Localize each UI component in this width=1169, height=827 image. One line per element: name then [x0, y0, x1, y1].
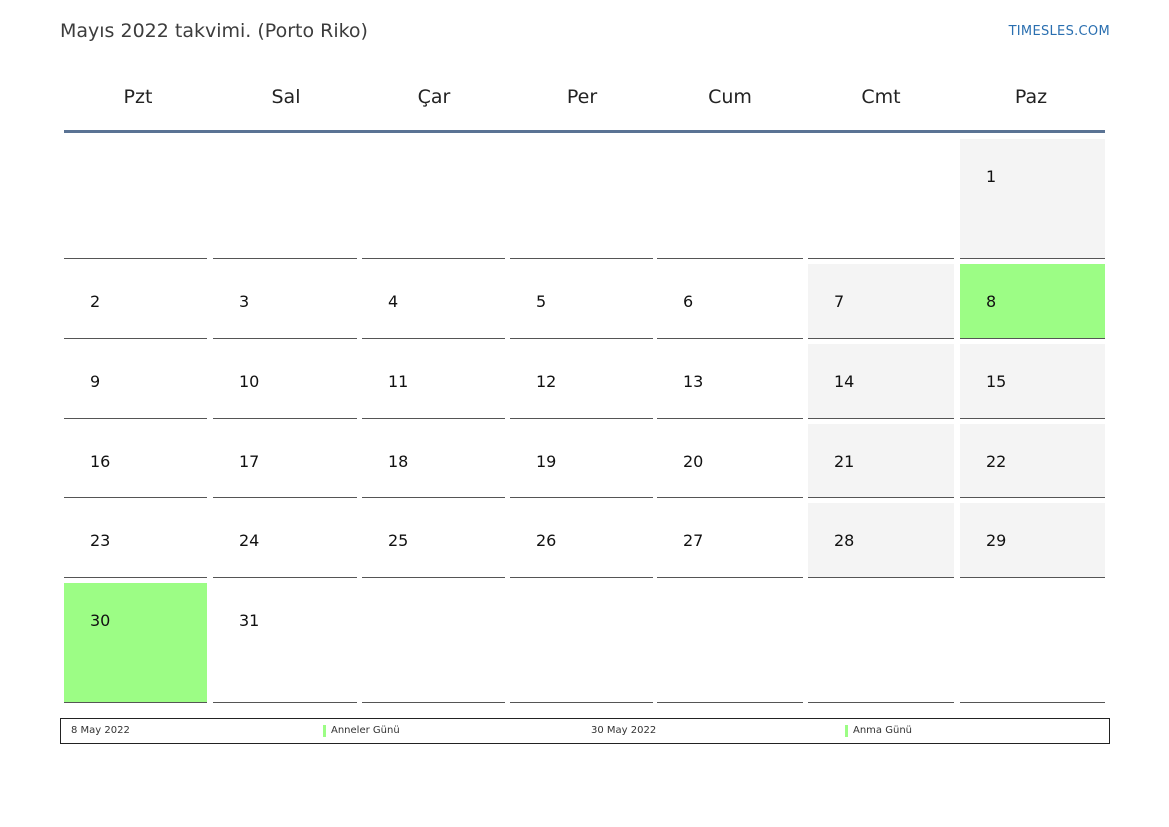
legend-color-marker — [323, 725, 326, 737]
day-number: 29 — [986, 531, 1007, 550]
day-cell[interactable]: 26 — [510, 503, 653, 578]
empty-cell — [808, 583, 954, 703]
empty-cell — [960, 583, 1105, 703]
day-cell[interactable]: 27 — [657, 503, 803, 578]
day-cell[interactable]: 5 — [510, 264, 653, 339]
day-number: 18 — [388, 452, 409, 471]
day-cell[interactable]: 3 — [213, 264, 357, 339]
empty-cell — [362, 583, 505, 703]
day-cell[interactable]: 28 — [808, 503, 954, 578]
weekday-tue: Sal — [271, 86, 301, 108]
empty-cell — [362, 139, 505, 259]
day-number: 31 — [239, 611, 260, 630]
day-cell[interactable]: 11 — [362, 344, 505, 419]
legend-date-2: 30 May 2022 — [591, 725, 657, 736]
empty-cell — [64, 139, 207, 259]
day-cell[interactable]: 22 — [960, 424, 1105, 498]
day-number: 11 — [388, 372, 409, 391]
day-cell[interactable]: 4 — [362, 264, 505, 339]
day-number: 3 — [239, 292, 250, 311]
day-number: 22 — [986, 452, 1007, 471]
weekday-mon: Pzt — [123, 86, 153, 108]
day-cell[interactable]: 16 — [64, 424, 207, 498]
day-number: 12 — [536, 372, 557, 391]
day-number: 2 — [90, 292, 101, 311]
day-cell[interactable]: 7 — [808, 264, 954, 339]
day-cell[interactable]: 1 — [960, 139, 1105, 259]
weekday-thu: Per — [566, 86, 598, 108]
legend-name-2: Anma Günü — [853, 725, 912, 736]
empty-cell — [510, 583, 653, 703]
day-number: 1 — [986, 167, 997, 186]
empty-cell — [213, 139, 357, 259]
day-number: 27 — [683, 531, 704, 550]
legend-color-marker — [845, 725, 848, 737]
day-number: 8 — [986, 292, 997, 311]
day-number: 25 — [388, 531, 409, 550]
day-cell[interactable]: 8 — [960, 264, 1105, 339]
day-cell[interactable]: 24 — [213, 503, 357, 578]
day-number: 17 — [239, 452, 260, 471]
brand-link[interactable]: TIMESLES.COM — [1008, 24, 1110, 39]
day-number: 6 — [683, 292, 694, 311]
day-cell[interactable]: 29 — [960, 503, 1105, 578]
day-number: 30 — [90, 611, 111, 630]
day-cell[interactable]: 25 — [362, 503, 505, 578]
empty-cell — [657, 139, 803, 259]
day-number: 13 — [683, 372, 704, 391]
day-number: 26 — [536, 531, 557, 550]
day-number: 10 — [239, 372, 260, 391]
day-number: 9 — [90, 372, 101, 391]
day-number: 16 — [90, 452, 111, 471]
day-cell[interactable]: 21 — [808, 424, 954, 498]
empty-cell — [510, 139, 653, 259]
day-cell[interactable]: 23 — [64, 503, 207, 578]
day-cell[interactable]: 19 — [510, 424, 653, 498]
day-cell[interactable]: 12 — [510, 344, 653, 419]
day-number: 4 — [388, 292, 399, 311]
weekday-header: Pzt Sal Çar Per Cum Cmt Paz — [64, 74, 1105, 133]
day-number: 5 — [536, 292, 547, 311]
weekday-sat: Cmt — [861, 86, 901, 108]
day-cell[interactable]: 30 — [64, 583, 207, 703]
day-cell[interactable]: 2 — [64, 264, 207, 339]
day-number: 7 — [834, 292, 845, 311]
day-cell[interactable]: 31 — [213, 583, 357, 703]
day-number: 19 — [536, 452, 557, 471]
legend-date-1: 8 May 2022 — [71, 725, 130, 736]
day-cell[interactable]: 14 — [808, 344, 954, 419]
day-number: 15 — [986, 372, 1007, 391]
weekday-sun: Paz — [1014, 86, 1048, 108]
empty-cell — [657, 583, 803, 703]
weekday-fri: Cum — [708, 86, 752, 108]
day-cell[interactable]: 9 — [64, 344, 207, 419]
day-cell[interactable]: 10 — [213, 344, 357, 419]
day-cell[interactable]: 13 — [657, 344, 803, 419]
day-number: 28 — [834, 531, 855, 550]
day-number: 21 — [834, 452, 855, 471]
day-cell[interactable]: 15 — [960, 344, 1105, 419]
weekday-wed: Çar — [417, 86, 451, 108]
holiday-legend: 8 May 2022 Anneler Günü 30 May 2022 Anma… — [60, 718, 1110, 744]
page-title: Mayıs 2022 takvimi. (Porto Riko) — [60, 20, 368, 42]
legend-name-1: Anneler Günü — [331, 725, 400, 736]
day-number: 20 — [683, 452, 704, 471]
day-number: 23 — [90, 531, 111, 550]
day-cell[interactable]: 20 — [657, 424, 803, 498]
day-cell[interactable]: 17 — [213, 424, 357, 498]
day-number: 24 — [239, 531, 260, 550]
empty-cell — [808, 139, 954, 259]
day-cell[interactable]: 6 — [657, 264, 803, 339]
day-cell[interactable]: 18 — [362, 424, 505, 498]
day-number: 14 — [834, 372, 855, 391]
